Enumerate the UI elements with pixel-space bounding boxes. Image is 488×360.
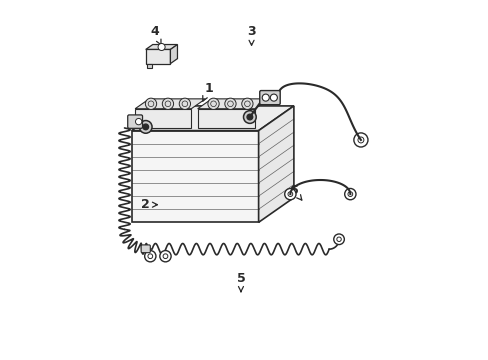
Text: 5: 5 bbox=[236, 272, 245, 292]
Circle shape bbox=[353, 133, 367, 147]
Circle shape bbox=[333, 234, 344, 244]
Circle shape bbox=[284, 189, 295, 200]
Circle shape bbox=[246, 114, 252, 120]
Circle shape bbox=[344, 189, 355, 200]
Polygon shape bbox=[131, 131, 258, 222]
Polygon shape bbox=[135, 99, 205, 109]
Circle shape bbox=[144, 251, 156, 262]
Circle shape bbox=[162, 98, 173, 109]
FancyBboxPatch shape bbox=[259, 91, 280, 105]
Polygon shape bbox=[145, 45, 177, 49]
Circle shape bbox=[160, 251, 171, 262]
Circle shape bbox=[135, 118, 142, 125]
Polygon shape bbox=[258, 106, 293, 222]
Circle shape bbox=[139, 121, 152, 133]
Circle shape bbox=[179, 98, 190, 109]
Polygon shape bbox=[145, 49, 170, 64]
Circle shape bbox=[262, 94, 269, 101]
Circle shape bbox=[142, 124, 148, 130]
Circle shape bbox=[224, 98, 236, 109]
Polygon shape bbox=[147, 64, 152, 68]
Circle shape bbox=[207, 98, 219, 109]
Text: 4: 4 bbox=[150, 25, 161, 45]
Circle shape bbox=[145, 98, 156, 109]
Circle shape bbox=[270, 94, 277, 101]
Polygon shape bbox=[170, 45, 177, 64]
FancyBboxPatch shape bbox=[127, 115, 142, 128]
Circle shape bbox=[241, 98, 252, 109]
Text: 6: 6 bbox=[289, 184, 301, 200]
FancyBboxPatch shape bbox=[141, 245, 150, 253]
Polygon shape bbox=[197, 99, 269, 109]
Polygon shape bbox=[197, 109, 255, 128]
Text: 1: 1 bbox=[203, 82, 213, 101]
Text: 2: 2 bbox=[141, 198, 157, 211]
Polygon shape bbox=[135, 109, 191, 128]
Circle shape bbox=[158, 44, 165, 50]
Text: 3: 3 bbox=[247, 25, 255, 45]
Polygon shape bbox=[131, 106, 293, 131]
Circle shape bbox=[243, 111, 256, 123]
